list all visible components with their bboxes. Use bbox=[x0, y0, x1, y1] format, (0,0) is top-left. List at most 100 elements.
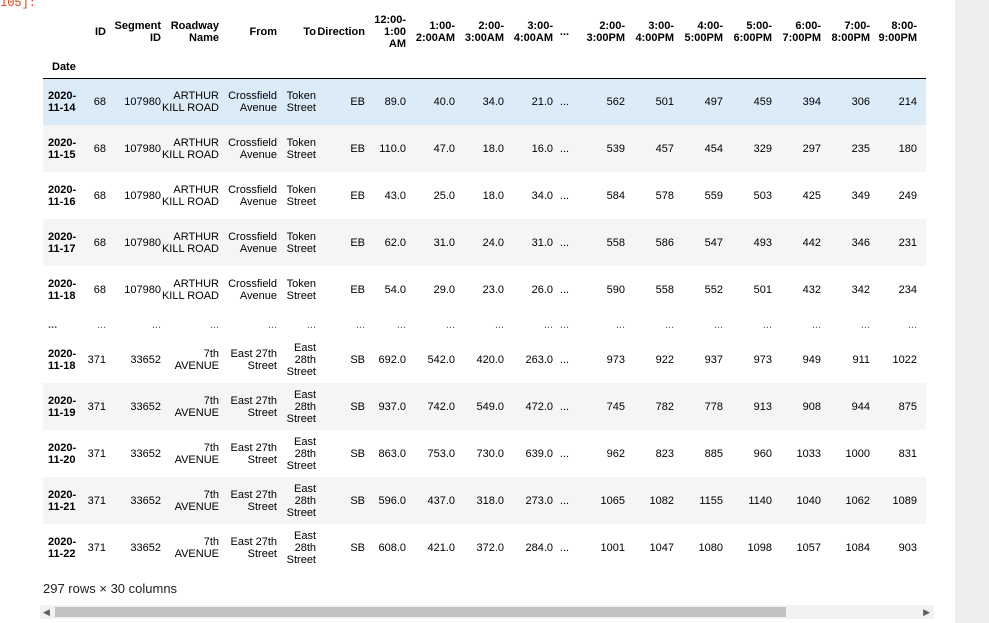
row-index: 2020-11-19 bbox=[48, 394, 77, 419]
table-cell: 33652 bbox=[130, 494, 161, 507]
table-cell: 885 bbox=[704, 447, 723, 460]
index-name: Date bbox=[43, 56, 80, 79]
table-cell: ... bbox=[559, 353, 570, 366]
table-cell: 558 bbox=[655, 283, 674, 296]
table-cell: 1140 bbox=[748, 494, 772, 507]
table-cell: East 27th Street bbox=[230, 347, 277, 372]
table-cell: 107980 bbox=[124, 189, 161, 202]
table-cell: 608.0 bbox=[378, 541, 406, 554]
table-cell: 249 bbox=[898, 189, 917, 202]
table-cell: 937 bbox=[704, 353, 723, 366]
table-cell: ... bbox=[96, 318, 106, 331]
table-cell: 421.0 bbox=[427, 541, 455, 554]
table-cell: 7th AVENUE bbox=[174, 394, 219, 419]
table-cell: 68 bbox=[93, 236, 106, 249]
table-cell: 493 bbox=[753, 236, 772, 249]
table-cell: 180 bbox=[898, 142, 917, 155]
column-header: 3:00-4:00PM bbox=[635, 20, 674, 44]
table-cell: 501 bbox=[655, 95, 674, 108]
table-cell: SB bbox=[350, 400, 365, 413]
table-cell: 371 bbox=[87, 353, 106, 366]
table-cell: 16.0 bbox=[531, 142, 553, 155]
table-cell: ... bbox=[559, 283, 570, 296]
table-cell: ... bbox=[762, 318, 772, 331]
table-cell: 542.0 bbox=[427, 353, 455, 366]
table-cell: 437.0 bbox=[427, 494, 455, 507]
table-cell: 442 bbox=[802, 236, 821, 249]
dataframe-table: ID Segment ID Roadway Name From To Direc… bbox=[43, 8, 926, 571]
table-cell: ... bbox=[543, 318, 553, 331]
table-cell: 1098 bbox=[747, 541, 772, 554]
table-cell: 730.0 bbox=[476, 447, 504, 460]
table-cell: 1089 bbox=[892, 494, 917, 507]
table-cell: 68 bbox=[93, 142, 106, 155]
table-cell: 1033 bbox=[796, 447, 821, 460]
table-cell: 342 bbox=[851, 283, 870, 296]
table-cell: 425 bbox=[802, 189, 821, 202]
table-cell: 562 bbox=[606, 95, 625, 108]
table-cell: 231 bbox=[898, 236, 917, 249]
table-cell: 40.0 bbox=[433, 95, 455, 108]
table-cell: 503 bbox=[753, 189, 772, 202]
table-row: 2020-11-17 68 107980 ARTHUR KILL ROAD Crossf… bbox=[43, 219, 926, 266]
table-cell: 558 bbox=[606, 236, 625, 249]
table-row: 2020-11-20 371 33652 7th AVENUE East 27th St… bbox=[43, 430, 926, 477]
table-cell: 23.0 bbox=[482, 283, 504, 296]
table-cell: SB bbox=[350, 541, 365, 554]
table-cell: 273.0 bbox=[525, 494, 553, 507]
table-cell: Crossfield Avenue bbox=[228, 89, 277, 114]
table-cell: 107980 bbox=[124, 95, 161, 108]
table-cell: 459 bbox=[753, 95, 772, 108]
table-cell: ... bbox=[209, 318, 219, 331]
table-cell: East 28th Street bbox=[286, 435, 316, 472]
scroll-left-arrow-icon[interactable]: ◀ bbox=[43, 607, 50, 617]
horizontal-scrollbar[interactable]: ◀ ▶ bbox=[40, 605, 934, 619]
table-cell: 547 bbox=[704, 236, 723, 249]
table-cell: 1155 bbox=[699, 494, 723, 507]
table-cell: 960 bbox=[753, 447, 772, 460]
row-index: 2020-11-17 bbox=[48, 230, 77, 255]
table-cell: ARTHUR KILL ROAD bbox=[161, 136, 219, 161]
table-cell: 922 bbox=[655, 353, 674, 366]
table-cell: 1040 bbox=[796, 494, 821, 507]
table-cell: ... bbox=[494, 318, 504, 331]
table-row: 2020-11-18 68 107980 ARTHUR KILL ROAD Crossf… bbox=[43, 266, 926, 313]
table-cell: 913 bbox=[753, 400, 772, 413]
scroll-right-arrow-icon[interactable]: ▶ bbox=[923, 607, 930, 617]
table-cell: 596.0 bbox=[378, 494, 406, 507]
table-row: 2020-11-18 371 33652 7th AVENUE East 27th St… bbox=[43, 336, 926, 383]
table-cell: ... bbox=[151, 318, 161, 331]
table-cell: SB bbox=[350, 447, 365, 460]
table-cell: ... bbox=[615, 318, 625, 331]
table-cell: SB bbox=[350, 353, 365, 366]
table-cell: 745 bbox=[606, 400, 625, 413]
table-cell: Crossfield Avenue bbox=[228, 183, 277, 208]
table-row: 2020-11-21 371 33652 7th AVENUE East 27th St… bbox=[43, 477, 926, 524]
table-cell: 1084 bbox=[845, 541, 870, 554]
table-row: 2020-11-15 68 107980 ARTHUR KILL ROAD Crossf… bbox=[43, 125, 926, 172]
table-cell: 33652 bbox=[130, 353, 161, 366]
table-cell: Token Street bbox=[286, 230, 316, 255]
table-cell: 394 bbox=[802, 95, 821, 108]
table-cell: EB bbox=[350, 283, 365, 296]
column-header: Segment ID bbox=[114, 20, 161, 44]
table-cell: 110.0 bbox=[379, 142, 406, 155]
table-cell: ... bbox=[355, 318, 365, 331]
table-cell: ... bbox=[713, 318, 723, 331]
table-cell: 497 bbox=[704, 95, 723, 108]
table-cell: ... bbox=[559, 400, 570, 413]
table-cell: 89.0 bbox=[384, 95, 406, 108]
table-cell: 107980 bbox=[124, 283, 161, 296]
table-cell: 33652 bbox=[130, 400, 161, 413]
table-cell: 454 bbox=[704, 142, 723, 155]
table-cell: 831 bbox=[898, 447, 917, 460]
table-cell: 33652 bbox=[130, 447, 161, 460]
table-cell: 778 bbox=[704, 400, 723, 413]
row-index: 2020-11-22 bbox=[48, 535, 77, 560]
table-cell: East 28th Street bbox=[286, 529, 316, 566]
scrollbar-thumb[interactable] bbox=[55, 607, 786, 617]
column-header: 2:00-3:00PM bbox=[586, 20, 625, 44]
table-cell: 214 bbox=[898, 95, 917, 108]
ellipsis-row: ........................................… bbox=[43, 313, 926, 336]
table-cell: ... bbox=[559, 95, 570, 108]
